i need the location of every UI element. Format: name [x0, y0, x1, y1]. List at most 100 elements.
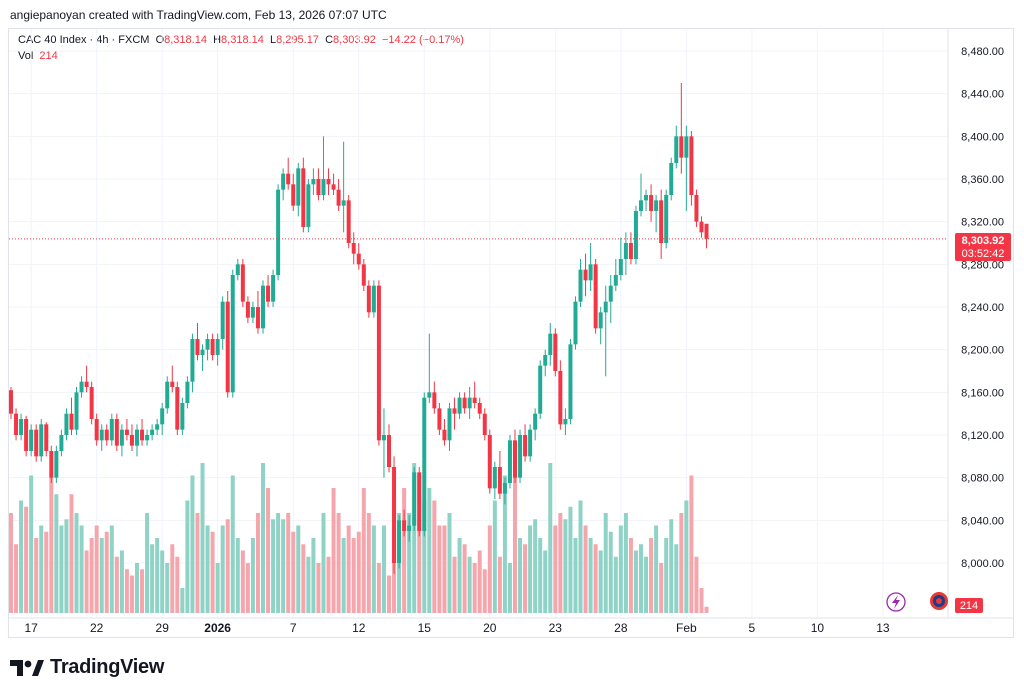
y-tick-label: 8,400.00: [961, 131, 1004, 143]
volume-bar: [513, 463, 517, 613]
candle-body: [376, 285, 381, 441]
x-tick-label: 2026: [204, 621, 231, 635]
candle-body: [205, 339, 210, 350]
candle-body: [235, 264, 240, 275]
candle-body: [225, 301, 230, 393]
volume-legend: Vol 214: [18, 50, 58, 62]
candle-body: [432, 392, 437, 409]
volume-value: 214: [39, 50, 58, 62]
candle-body: [472, 397, 477, 403]
volume-bar: [628, 538, 633, 613]
candle-body: [220, 301, 225, 339]
candle-body: [69, 413, 74, 430]
candle-body: [447, 408, 452, 441]
candle-body: [553, 333, 558, 371]
lightning-icon[interactable]: [886, 592, 906, 612]
candle-body: [29, 429, 34, 451]
volume-bar: [291, 531, 296, 613]
volume-bar: [583, 525, 588, 613]
volume-bar: [175, 556, 180, 613]
volume-bar: [109, 525, 114, 613]
candle-body: [618, 259, 623, 275]
volume-bar: [69, 494, 74, 613]
volume-bar: [684, 500, 689, 613]
volume-bar: [523, 544, 528, 613]
low-label: L: [269, 34, 277, 46]
volume-bar: [361, 488, 366, 613]
candle-body: [502, 483, 507, 494]
y-tick-label: 8,280.00: [961, 259, 1004, 271]
volume-bar: [467, 556, 472, 613]
candle-body: [417, 472, 422, 531]
volume-bar: [286, 513, 291, 613]
tradingview-logo[interactable]: TradingView: [10, 656, 164, 679]
y-tick-label: 8,000.00: [961, 558, 1004, 570]
volume-bar: [114, 556, 119, 613]
candle-body: [593, 264, 598, 329]
candle-body: [654, 200, 659, 211]
volume-bar: [190, 475, 195, 613]
volume-bar: [613, 556, 618, 613]
candle-body: [94, 419, 99, 441]
candle-body: [371, 285, 376, 313]
candle-body: [452, 408, 457, 414]
candle-body: [306, 184, 311, 227]
price-tag-box: [955, 233, 1011, 261]
volume-bar: [150, 544, 155, 613]
candle-body: [548, 333, 553, 355]
change-value: −14.22 (−0.17%): [381, 34, 464, 46]
volume-bar: [472, 563, 477, 613]
candle-body: [140, 429, 145, 441]
volume-bar: [140, 569, 145, 613]
candle-body: [170, 381, 175, 387]
low-value: 8,295.17: [276, 34, 319, 46]
candle-body: [487, 435, 492, 489]
volume-bar: [507, 563, 512, 613]
candle-body: [351, 243, 356, 254]
volume-bar: [250, 538, 255, 613]
candle-body: [266, 285, 271, 302]
candle-body: [64, 413, 69, 435]
volume-bar: [502, 475, 507, 613]
volume-bar: [669, 519, 674, 613]
candle-body: [613, 275, 618, 286]
candle-body: [633, 211, 638, 259]
volume-bar: [124, 569, 129, 613]
candle-body: [230, 275, 235, 393]
volume-bar: [457, 538, 462, 613]
volume-bar: [649, 538, 654, 613]
candle-body: [664, 195, 669, 243]
volume-bar: [195, 513, 200, 613]
candle-body: [669, 163, 674, 195]
candle-body: [644, 195, 649, 201]
volume-bar: [170, 544, 175, 613]
candle-body: [321, 179, 326, 195]
volume-bar: [94, 525, 99, 613]
volume-bar: [402, 488, 407, 613]
volume-bar: [79, 525, 84, 613]
symbol-label[interactable]: CAC 40 Index · 4h · FXCM: [18, 34, 150, 46]
volume-bar: [230, 475, 235, 613]
volume-bar: [679, 513, 684, 613]
volume-bar: [492, 500, 497, 613]
volume-bar: [240, 550, 245, 613]
volume-bar: [603, 513, 608, 613]
volume-bar: [185, 500, 190, 613]
candle-body: [99, 429, 104, 441]
flag-icon[interactable]: [930, 592, 948, 610]
y-tick-label: 8,480.00: [961, 46, 1004, 58]
candle-body: [497, 467, 502, 494]
volume-bar: [346, 525, 351, 613]
volume-bar: [99, 538, 104, 613]
candle-body: [684, 136, 689, 158]
candle-body: [563, 419, 568, 425]
candle-body: [387, 435, 391, 467]
candle-body: [361, 264, 366, 286]
volume-bar: [119, 550, 124, 613]
volume-bar: [699, 588, 704, 613]
price-tag: 8,303.92 03:52:42: [955, 233, 1011, 261]
volume-bar: [654, 525, 659, 613]
candle-body: [250, 307, 255, 318]
candle-body: [538, 365, 543, 414]
